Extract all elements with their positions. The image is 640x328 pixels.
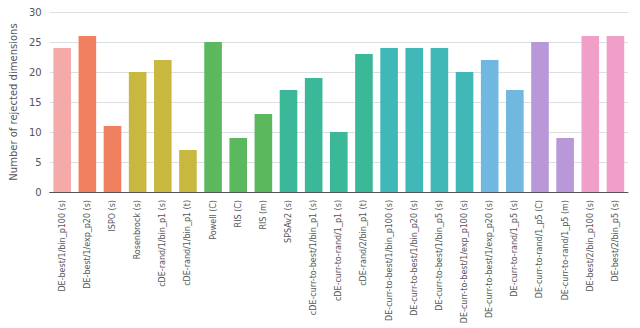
svg-text:30: 30: [29, 7, 42, 18]
svg-text:25: 25: [29, 37, 42, 48]
svg-text:DE-best/2/bin_p100 (s): DE-best/2/bin_p100 (s): [586, 200, 595, 292]
svg-text:0: 0: [35, 187, 41, 198]
svg-text:DE-best/1/bin_p100 (s): DE-best/1/bin_p100 (s): [58, 200, 67, 292]
svg-text:DE-curr-to-best/1/exp_p100 (s): DE-curr-to-best/1/exp_p100 (s): [460, 200, 469, 323]
svg-text:10: 10: [29, 127, 42, 138]
svg-text:cDE-rand/1/bin_p1 (t): cDE-rand/1/bin_p1 (t): [183, 200, 192, 286]
svg-text:RIS (C): RIS (C): [234, 200, 243, 227]
svg-text:20: 20: [29, 67, 42, 78]
svg-text:cDE-rand/1/bin_p1 (s): cDE-rand/1/bin_p1 (s): [158, 200, 167, 287]
svg-text:DE-curr-to-best/1/bin_p100 (s): DE-curr-to-best/1/bin_p100 (s): [385, 200, 394, 321]
svg-text:5: 5: [35, 157, 41, 168]
svg-text:DE-best/1/exp_p20 (s): DE-best/1/exp_p20 (s): [83, 200, 92, 289]
svg-text:DE-curr-to-best/1/bin_p5 (s): DE-curr-to-best/1/bin_p5 (s): [435, 200, 444, 311]
svg-text:DE-curr-to-rand/1_p5 (C): DE-curr-to-rand/1_p5 (C): [535, 200, 544, 298]
svg-text:cDE-curr-to-best/1/bin_p1 (s): cDE-curr-to-best/1/bin_p1 (s): [309, 200, 318, 315]
svg-text:DE-curr-to-rand/1_p5 (m): DE-curr-to-rand/1_p5 (m): [561, 200, 570, 300]
svg-text:cDE-curr-to-rand/1_p1 (s): cDE-curr-to-rand/1_p1 (s): [334, 200, 343, 301]
svg-text:RIS (m): RIS (m): [259, 200, 268, 230]
svg-text:DE-curr-to-rand/1_p5 (s): DE-curr-to-rand/1_p5 (s): [510, 200, 519, 297]
svg-text:Rosenbrock (s): Rosenbrock (s): [133, 200, 142, 259]
svg-text:DE-curr-to-best/1/bin_p20 (s): DE-curr-to-best/1/bin_p20 (s): [410, 200, 419, 316]
svg-text:ISPO (s): ISPO (s): [108, 200, 117, 232]
svg-text:cDE-rand/2/bin_p1 (t): cDE-rand/2/bin_p1 (t): [359, 200, 368, 286]
svg-text:Powell (C): Powell (C): [209, 200, 218, 240]
svg-text:DE-curr-to-best/1/exp_p20 (s): DE-curr-to-best/1/exp_p20 (s): [485, 200, 494, 318]
svg-text:15: 15: [29, 97, 42, 108]
svg-text:SPSAv2 (s): SPSAv2 (s): [284, 200, 293, 243]
svg-text:Number of rejected dimensions: Number of rejected dimensions: [8, 23, 19, 180]
svg-text:DE-best/2/bin_p5 (s): DE-best/2/bin_p5 (s): [611, 200, 620, 281]
